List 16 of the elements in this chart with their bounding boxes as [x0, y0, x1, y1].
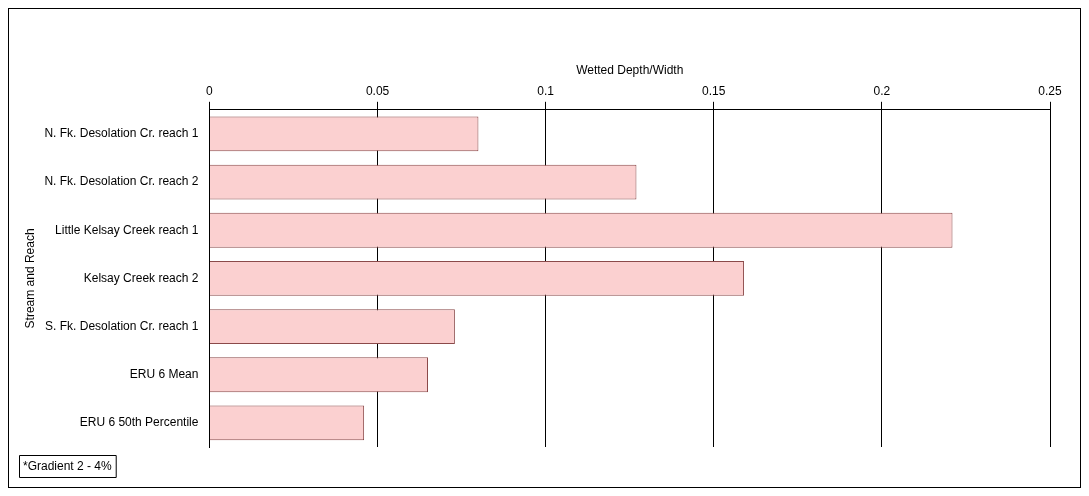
text: *Gradient 2 - 4% — [23, 459, 113, 474]
y-tick-label: Kelsay Creek reach 2 — [83, 270, 199, 285]
x-axis-title: Wetted Depth/Width — [576, 62, 684, 77]
y-tick-label: ERU 6 Mean — [129, 367, 199, 382]
x-tick-label: 0.15 — [702, 83, 726, 98]
x-tick-label: 0.2 — [873, 83, 891, 98]
y-tick-label: ERU 6 50th Percentile — [79, 415, 199, 430]
y-tick-label: N. Fk. Desolation Cr. reach 2 — [44, 174, 199, 189]
x-tick-label: 0.1 — [537, 83, 555, 98]
y-tick-label: S. Fk. Desolation Cr. reach 1 — [45, 318, 199, 333]
x-tick-label: 0.25 — [1038, 83, 1062, 98]
y-axis-title: Stream and Reach — [22, 228, 37, 329]
y-tick-label: Little Kelsay Creek reach 1 — [55, 222, 199, 237]
x-tick-label: 0.05 — [365, 83, 390, 98]
x-tick-label: 0 — [206, 83, 214, 98]
y-tick-label: N. Fk. Desolation Cr. reach 1 — [44, 126, 199, 141]
